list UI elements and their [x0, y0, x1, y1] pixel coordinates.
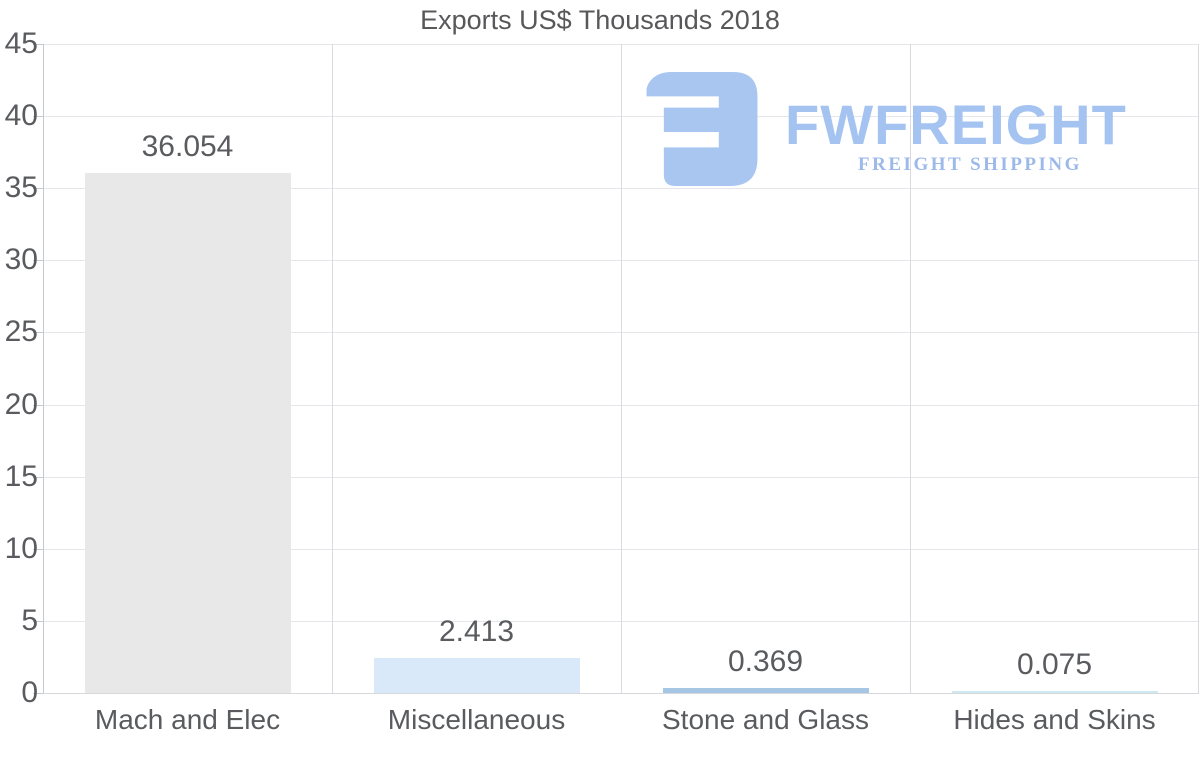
- x-category-label-stone-and-glass: Stone and Glass: [661, 704, 870, 735]
- bar-mach-and-elec: [85, 173, 291, 693]
- x-category-label-miscellaneous: Miscellaneous: [387, 704, 566, 735]
- y-tick-45: [33, 44, 43, 45]
- y-tick-40: [33, 116, 43, 117]
- bar-value-label-miscellaneous: 2.413: [438, 615, 515, 648]
- bar-hides-and-skins: [952, 691, 1158, 693]
- bar-stone-and-glass: [663, 688, 869, 693]
- y-tick-20: [33, 405, 43, 406]
- y-tick-label-10: 10: [4, 532, 38, 565]
- x-category-label-hides-and-skins: Hides and Skins: [953, 704, 1156, 735]
- y-tick-30: [33, 260, 43, 261]
- bar-value-label-hides-and-skins: 0.075: [1016, 648, 1093, 681]
- x-gridline-1: [332, 44, 333, 693]
- y-tick-label-30: 30: [4, 243, 38, 276]
- y-tick-5: [33, 621, 43, 622]
- x-category-label-mach-and-elec: Mach and Elec: [94, 704, 281, 735]
- y-tick-35: [33, 188, 43, 189]
- y-tick-label-40: 40: [4, 99, 38, 132]
- x-gridline-4: [1198, 44, 1199, 693]
- y-tick-label-35: 35: [4, 171, 38, 204]
- y-tick-0: [33, 693, 43, 694]
- logo-wordmark: FWFREIGHT: [785, 93, 1127, 156]
- logo-tagline: FREIGHT SHIPPING: [858, 154, 1082, 175]
- y-tick-label-20: 20: [4, 388, 38, 421]
- y-tick-label-5: 5: [21, 604, 38, 637]
- y-tick-label-45: 45: [4, 27, 38, 60]
- y-tick-15: [33, 477, 43, 478]
- fwfreight-f-mark-icon: [646, 72, 758, 186]
- y-tick-label-25: 25: [4, 315, 38, 348]
- bar-value-label-stone-and-glass: 0.369: [727, 645, 804, 678]
- plot-area: 36.054 2.413 0.369 0.075: [33, 44, 1199, 694]
- bar-miscellaneous: [374, 658, 580, 693]
- x-gridline-2: [621, 44, 622, 693]
- y-axis-line: [43, 44, 44, 693]
- y-gridline-0: [43, 693, 1199, 694]
- chart-title: Exports US$ Thousands 2018: [420, 5, 780, 35]
- y-tick-25: [33, 332, 43, 333]
- x-gridline-3: [910, 44, 911, 693]
- y-tick-label-15: 15: [4, 460, 38, 493]
- bar-value-label-mach-and-elec: 36.054: [141, 130, 234, 163]
- y-tick-10: [33, 549, 43, 550]
- y-tick-label-0: 0: [21, 676, 38, 709]
